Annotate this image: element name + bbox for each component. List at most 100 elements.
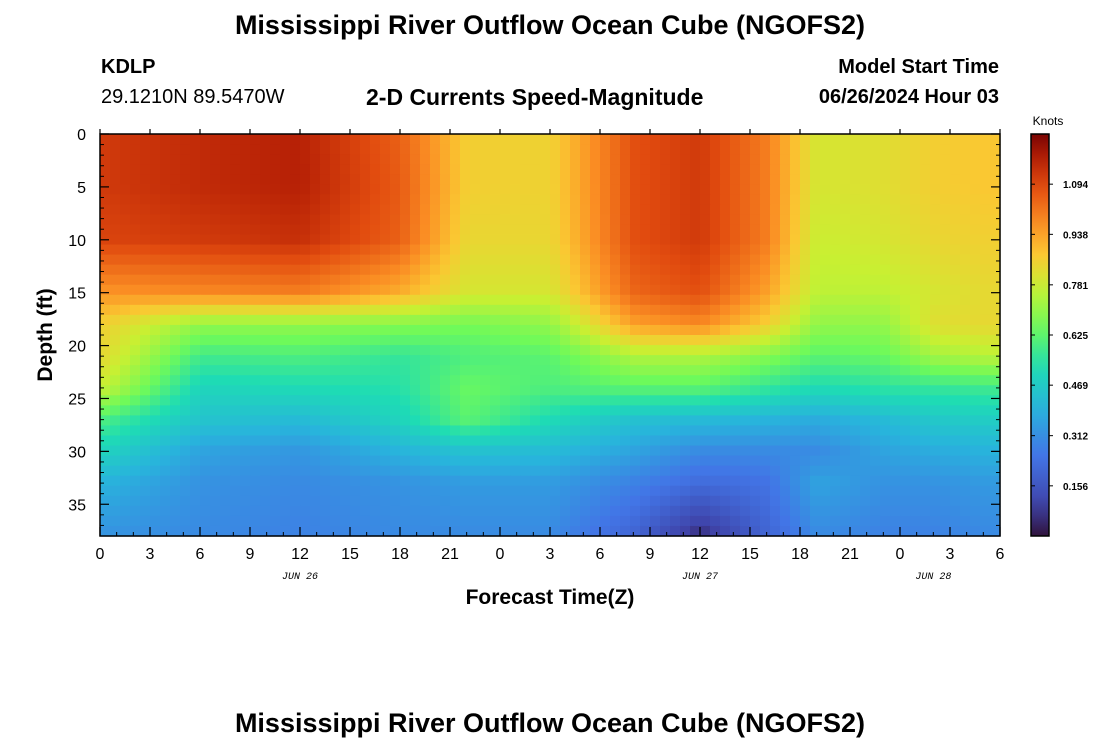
heatmap-cell [510,274,521,286]
heatmap-cell [460,505,471,517]
heatmap-cell [300,395,311,406]
heatmap-cell [450,375,461,386]
heatmap-cell [670,465,681,477]
heatmap-cell [180,174,191,185]
heatmap-cell [360,495,371,507]
heatmap-cell [760,485,771,497]
heatmap-cell [920,154,931,165]
heatmap-cell [220,515,231,527]
heatmap-cell [580,254,591,266]
heatmap-cell [450,335,461,346]
heatmap-cell [140,184,151,195]
heatmap-cell [650,204,661,215]
heatmap-cell [230,345,241,356]
heatmap-cell [440,465,451,477]
heatmap-cell [910,234,921,246]
heatmap-cell [810,164,821,175]
heatmap-cell [660,254,671,266]
heatmap-cell [930,224,941,236]
heatmap-cell [640,174,651,185]
heatmap-cell [440,264,451,276]
heatmap-cell [920,375,931,386]
heatmap-cell [750,505,761,517]
heatmap-cell [890,365,901,376]
heatmap-cell [140,435,151,447]
y-tick-label: 35 [68,497,86,514]
heatmap-cell [970,475,981,487]
heatmap-cell [930,314,941,326]
heatmap-cell [550,174,561,185]
heatmap-cell [350,455,361,467]
heatmap-cell [570,134,581,145]
heatmap-cell [570,425,581,437]
heatmap-cell [320,204,331,215]
heatmap-cell [250,294,261,306]
heatmap-cell [690,164,701,175]
heatmap-cell [510,294,521,306]
heatmap-cell [630,274,641,286]
heatmap-cell [210,284,221,296]
heatmap-cell [370,405,381,416]
heatmap-cell [410,174,421,185]
heatmap-cell [920,525,931,537]
heatmap-cell [850,164,861,175]
heatmap-cell [770,375,781,386]
heatmap-cell [530,355,541,366]
heatmap-cell [260,264,271,276]
heatmap-cell [220,174,231,185]
heatmap-cell [110,495,121,507]
heatmap-cell [490,164,501,175]
heatmap-cell [130,475,141,487]
heatmap-cell [610,284,621,296]
heatmap-cell [450,194,461,205]
heatmap-cell [810,335,821,346]
heatmap-cell [970,174,981,185]
heatmap-cell [720,194,731,205]
heatmap-cell [430,284,441,296]
heatmap-cell [720,335,731,346]
heatmap-cell [200,134,211,145]
heatmap-cell [180,495,191,507]
heatmap-cell [990,515,1001,527]
heatmap-cell [940,385,951,396]
heatmap-cell [620,314,631,326]
heatmap-cell [600,485,611,497]
heatmap-cell [300,475,311,487]
heatmap-cell [260,204,271,215]
heatmap-cell [620,345,631,356]
heatmap-cell [230,284,241,296]
heatmap-cell [870,465,881,477]
heatmap-cell [420,385,431,396]
heatmap-cell [870,365,881,376]
heatmap-cell [200,144,211,155]
heatmap-cell [470,134,481,145]
heatmap-cell [680,395,691,406]
heatmap-cell [230,214,241,226]
heatmap-cell [450,485,461,497]
heatmap-cell [760,525,771,537]
heatmap-cell [800,355,811,366]
heatmap-cell [530,264,541,276]
heatmap-cell [290,375,301,386]
heatmap-cell [410,395,421,406]
heatmap-cell [350,154,361,165]
heatmap-cell [900,485,911,497]
heatmap-cell [980,204,991,215]
heatmap-cell [240,144,251,155]
heatmap-cell [800,274,811,286]
heatmap-cell [840,405,851,416]
heatmap-cell [190,385,201,396]
heatmap-cell [790,395,801,406]
heatmap-cell [750,425,761,437]
heatmap-cell [180,264,191,276]
y-tick-label: 5 [77,180,86,197]
heatmap-cell [760,324,771,336]
heatmap-cell [850,425,861,437]
heatmap-cell [640,184,651,195]
heatmap-cell [330,415,341,427]
heatmap-cell [300,345,311,356]
heatmap-cell [630,314,641,326]
heatmap-cell [780,475,791,487]
heatmap-cell [570,335,581,346]
heatmap-cell [380,355,391,366]
